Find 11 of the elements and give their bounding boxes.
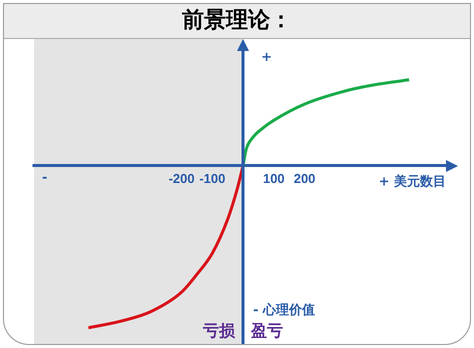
annotation: + 美元数目 [378,174,446,190]
annotation: - [42,170,48,186]
x-tick-label: 200 [294,171,316,186]
x-tick-label: -100 [199,171,226,186]
x-tick-label: 100 [262,171,285,186]
annotation: 盈亏 [250,321,284,340]
chart-title: 前景理论： [4,4,470,39]
x-tick-label: -200 [168,171,195,186]
annotation: 亏损 [202,321,236,340]
annotation: - 心理价值 [253,302,315,318]
text: + [261,50,272,65]
